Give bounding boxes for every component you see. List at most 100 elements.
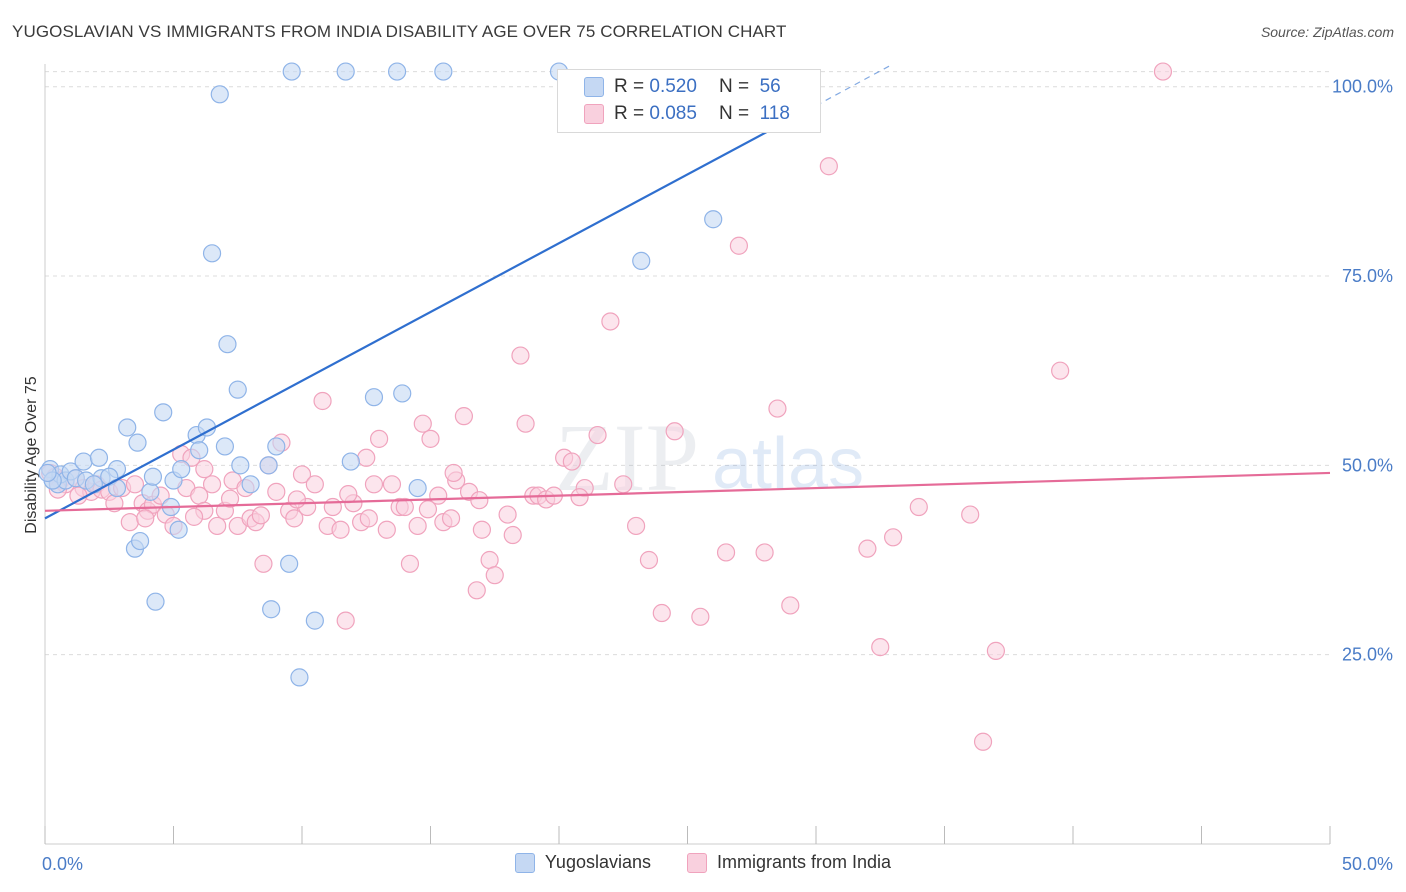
data-point-india [267, 482, 286, 501]
chart-source: Source: ZipAtlas.com [1260, 24, 1394, 40]
data-point-india [626, 516, 646, 536]
data-point-india [357, 448, 376, 467]
data-point-india [858, 539, 877, 558]
data-point-yugoslavians [141, 482, 160, 501]
data-point-india [1051, 361, 1070, 380]
data-point-india [454, 407, 474, 426]
data-point-india [652, 603, 671, 623]
n-value: 118 [759, 103, 790, 124]
data-point-india [339, 485, 358, 504]
data-point-india [305, 475, 324, 494]
legend-label: Yugoslavians [544, 852, 651, 872]
data-point-yugoslavians [280, 554, 299, 573]
data-point-india [588, 425, 607, 445]
data-point-india [220, 489, 240, 508]
r-value: 0.520 [649, 76, 697, 97]
r-label: R = [614, 76, 645, 97]
legend-swatch [584, 77, 604, 97]
data-point-india [336, 611, 355, 630]
r-value: 0.085 [649, 103, 697, 124]
data-point-india [716, 543, 736, 562]
data-point-yugoslavians [89, 448, 109, 467]
data-point-yugoslavians [259, 456, 278, 475]
data-point-yugoslavians [231, 456, 250, 475]
data-point-india [480, 550, 499, 570]
grid-lines [45, 71, 1330, 656]
data-point-india [400, 554, 420, 573]
data-point-india [421, 429, 440, 448]
data-point-yugoslavians [434, 62, 453, 81]
y-tick-label: 50.0% [1342, 455, 1393, 475]
data-point-india [184, 507, 204, 526]
data-point-india [601, 312, 620, 331]
data-point-india [781, 596, 800, 615]
trend-lines [44, 63, 1331, 520]
data-point-yugoslavians [218, 335, 237, 354]
data-point-india [472, 520, 491, 539]
data-point-india [251, 506, 270, 525]
series-legend: Yugoslavians Immigrants from India [0, 852, 1406, 873]
data-point-india [377, 520, 396, 539]
data-point-india [729, 236, 749, 255]
legend-label: Immigrants from India [717, 852, 892, 872]
legend-item-india: Immigrants from India [687, 852, 891, 873]
data-point-india [370, 429, 389, 448]
legend-item-yugoslavians: Yugoslavians [514, 852, 651, 873]
data-point-india [467, 581, 486, 600]
data-point-yugoslavians [154, 403, 173, 422]
y-axis-label: Disability Age Over 75 [23, 376, 40, 534]
data-point-india [883, 528, 903, 547]
trend-line-yugoslavians [44, 104, 817, 520]
data-point-yugoslavians [130, 531, 150, 551]
data-point-yugoslavians [74, 452, 93, 471]
data-point-yugoslavians [190, 441, 209, 460]
data-point-india [331, 520, 350, 539]
data-point-india [395, 497, 414, 517]
data-point-india [909, 497, 928, 517]
y-tick-labels: 25.0% 50.0% 75.0% 100.0% [1332, 77, 1393, 665]
data-point-india [364, 475, 384, 494]
n-label: N = [718, 76, 750, 97]
data-point-india [292, 465, 312, 484]
stats-legend: R = 0.520 N = 56 R = 0.085 N = 118 [557, 69, 821, 133]
data-point-yugoslavians [215, 437, 234, 456]
watermark-atlas: atlas [712, 424, 864, 504]
data-point-yugoslavians [262, 600, 281, 619]
y-tick-label: 25.0% [1342, 645, 1393, 665]
data-point-yugoslavians [38, 463, 57, 483]
data-point-india [470, 491, 489, 510]
data-point-yugoslavians [408, 478, 427, 498]
data-point-india [195, 460, 214, 479]
data-point-india [755, 543, 774, 562]
x-tick-label: 50.0% [1342, 854, 1393, 874]
data-point-india [441, 509, 461, 528]
data-point-yugoslavians [282, 62, 301, 81]
data-point-yugoslavians [267, 437, 286, 456]
trend-line-india [44, 471, 1331, 512]
data-point-india [691, 607, 710, 626]
data-point-india [614, 475, 633, 494]
series-yugoslavians-points [38, 62, 723, 687]
data-point-yugoslavians [393, 384, 412, 403]
legend-swatch [514, 852, 535, 873]
data-point-india [639, 550, 659, 570]
data-point-india [961, 505, 980, 524]
data-point-india [287, 490, 306, 509]
data-point-yugoslavians [143, 467, 163, 486]
data-point-india [382, 475, 402, 494]
data-point-yugoslavians [128, 433, 147, 452]
data-point-yugoslavians [305, 611, 324, 630]
x-tick-labels: 0.0% 50.0% [42, 854, 1393, 874]
stats-row-yugoslavians: R = 0.520 N = 56 [584, 74, 781, 100]
data-point-india [418, 500, 438, 519]
data-point-yugoslavians [210, 85, 229, 104]
data-point-yugoslavians [290, 668, 309, 687]
legend-swatch [584, 104, 604, 124]
n-value: 56 [759, 76, 781, 97]
data-point-yugoslavians [387, 62, 407, 81]
data-point-india [120, 513, 139, 532]
data-point-yugoslavians [632, 251, 651, 270]
data-point-india [254, 554, 273, 573]
n-label: N = [718, 103, 750, 124]
data-point-yugoslavians [169, 520, 188, 539]
